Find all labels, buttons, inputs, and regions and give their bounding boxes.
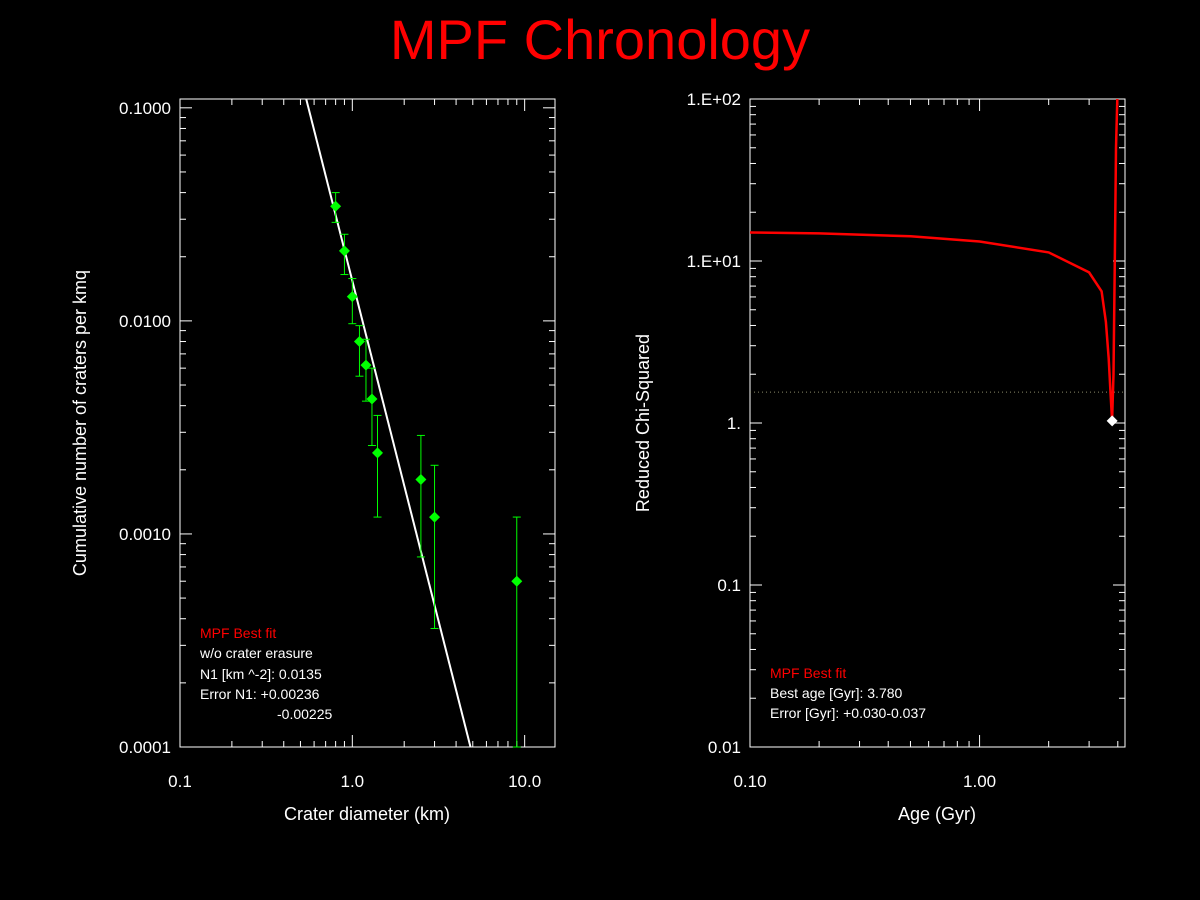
left-y-tick-label: 0.0010 xyxy=(119,525,171,544)
data-point xyxy=(353,336,365,348)
data-point xyxy=(415,474,427,486)
best-fit-marker xyxy=(1106,415,1118,427)
left-data-points xyxy=(330,192,523,748)
left-note-line1: w/o crater erasure xyxy=(199,645,313,661)
left-y-tick-label: 0.0100 xyxy=(119,312,171,331)
right-y-tick-label: 0.01 xyxy=(708,738,741,757)
right-x-tick-label: 1.00 xyxy=(963,772,996,791)
left-y-tick-label: 0.0001 xyxy=(119,738,171,757)
right-plot-frame xyxy=(749,98,1126,748)
left-x-tick-label: 10.0 xyxy=(508,772,541,791)
data-point xyxy=(511,575,523,587)
left-note-line4: -0.00225 xyxy=(277,706,332,722)
data-point xyxy=(366,393,378,405)
right-y-tick-label: 1. xyxy=(727,414,741,433)
data-point xyxy=(346,291,358,303)
right-axis-ticks: 0.10 1.00 0.01 0.1 1. 1.E+01 1.E+02 xyxy=(687,90,1125,791)
left-note-heading: MPF Best fit xyxy=(200,625,276,641)
left-note-line3: Error N1: +0.00236 xyxy=(200,686,320,702)
left-axis-ticks: 0.1 1.0 10.0 0.0001 0.0010 0.0100 0.1000 xyxy=(119,99,555,791)
left-y-axis-label: Cumulative number of craters per kmq xyxy=(70,270,90,576)
left-y-tick-label: 0.1000 xyxy=(119,99,171,118)
data-point xyxy=(360,359,372,371)
right-best-point xyxy=(1106,415,1118,427)
right-y-tick-label: 0.1 xyxy=(717,576,741,595)
right-x-axis-label: Age (Gyr) xyxy=(898,804,976,824)
right-y-tick-label: 1.E+01 xyxy=(687,252,741,271)
chi-squared-curve xyxy=(749,98,1119,421)
right-y-axis-label: Reduced Chi-Squared xyxy=(633,334,653,512)
right-note-line1: Best age [Gyr]: 3.780 xyxy=(770,685,903,701)
right-note-line2: Error [Gyr]: +0.030-0.037 xyxy=(770,705,926,721)
fit-line xyxy=(305,98,472,748)
left-plot-frame xyxy=(179,98,556,748)
left-x-tick-label: 0.1 xyxy=(168,772,192,791)
left-x-tick-label: 1.0 xyxy=(341,772,365,791)
right-plot-panel: 0.10 1.000.010.11.1.E+011.E+02 Age (Gyr) … xyxy=(633,90,1126,824)
data-point xyxy=(338,245,350,257)
chart-title: MPF Chronology xyxy=(389,8,811,71)
left-fit-line xyxy=(305,98,472,748)
right-note-heading: MPF Best fit xyxy=(770,665,846,681)
data-point xyxy=(372,447,384,459)
left-x-axis-label: Crater diameter (km) xyxy=(284,804,450,824)
data-point xyxy=(429,511,441,523)
left-note-line2: N1 [km ^-2]: 0.0135 xyxy=(200,666,322,682)
right-y-tick-label: 1.E+02 xyxy=(687,90,741,109)
right-x-tick-label: 0.10 xyxy=(733,772,766,791)
data-point xyxy=(330,200,342,212)
left-plot-panel: 0.1 1.0 10.0 0.0001 0.0010 0.0100 0.1000 Crate… xyxy=(70,98,556,824)
right-chi-curve xyxy=(749,98,1119,421)
